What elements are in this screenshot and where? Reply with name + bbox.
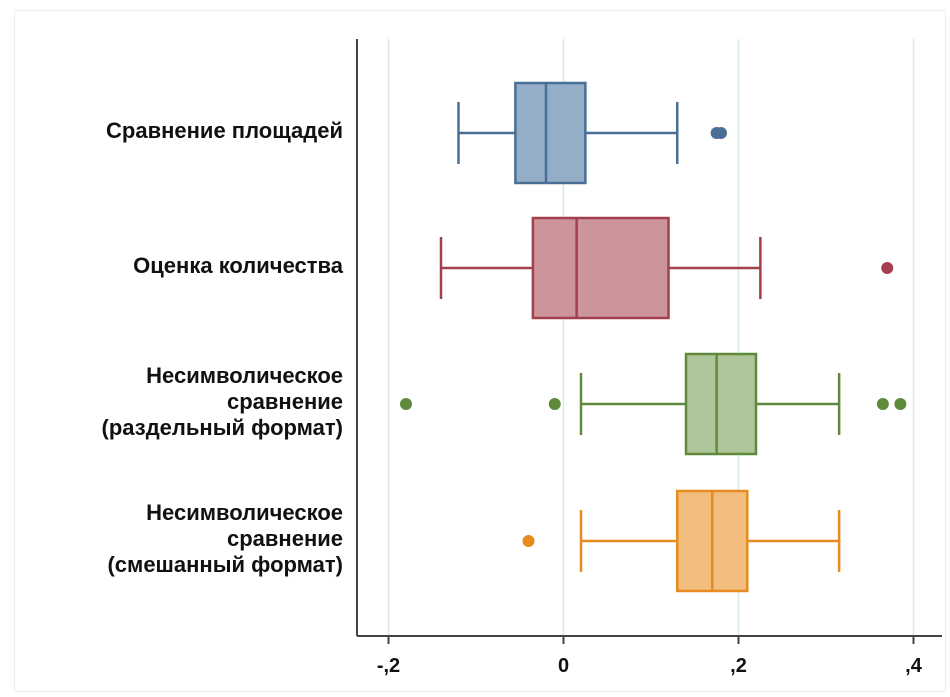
x-tick-label-0: -,2: [377, 655, 400, 677]
outlier-2-2: [876, 398, 889, 410]
outlier-0-1: [715, 127, 727, 139]
x-tick-label-3: ,4: [905, 655, 923, 677]
outlier-3-0: [522, 535, 535, 547]
category-label-2: Несимволическое сравнение (раздельный фо…: [101, 363, 343, 440]
category-label-3: Несимволическое сравнение (смешанный фор…: [107, 500, 343, 577]
outlier-2-3: [894, 398, 907, 410]
box-1: [531, 216, 670, 320]
outlier-1-0: [881, 262, 894, 274]
outlier-2-0: [400, 398, 412, 410]
box-plot-chart: -,2 0 ,2 ,4: [356, 39, 942, 677]
outlier-2-1: [548, 398, 561, 410]
category-label-0: Сравнение площадей: [106, 118, 343, 143]
category-label-1: Оценка количества: [133, 253, 343, 278]
x-tick-label-2: ,2: [730, 655, 747, 677]
chart-frame: -,2 0 ,2 ,4 Сравнение площадей Оценка количе…: [14, 10, 946, 692]
x-tick-label-1: 0: [558, 655, 569, 677]
box-0: [514, 81, 587, 185]
box-2: [684, 352, 758, 456]
